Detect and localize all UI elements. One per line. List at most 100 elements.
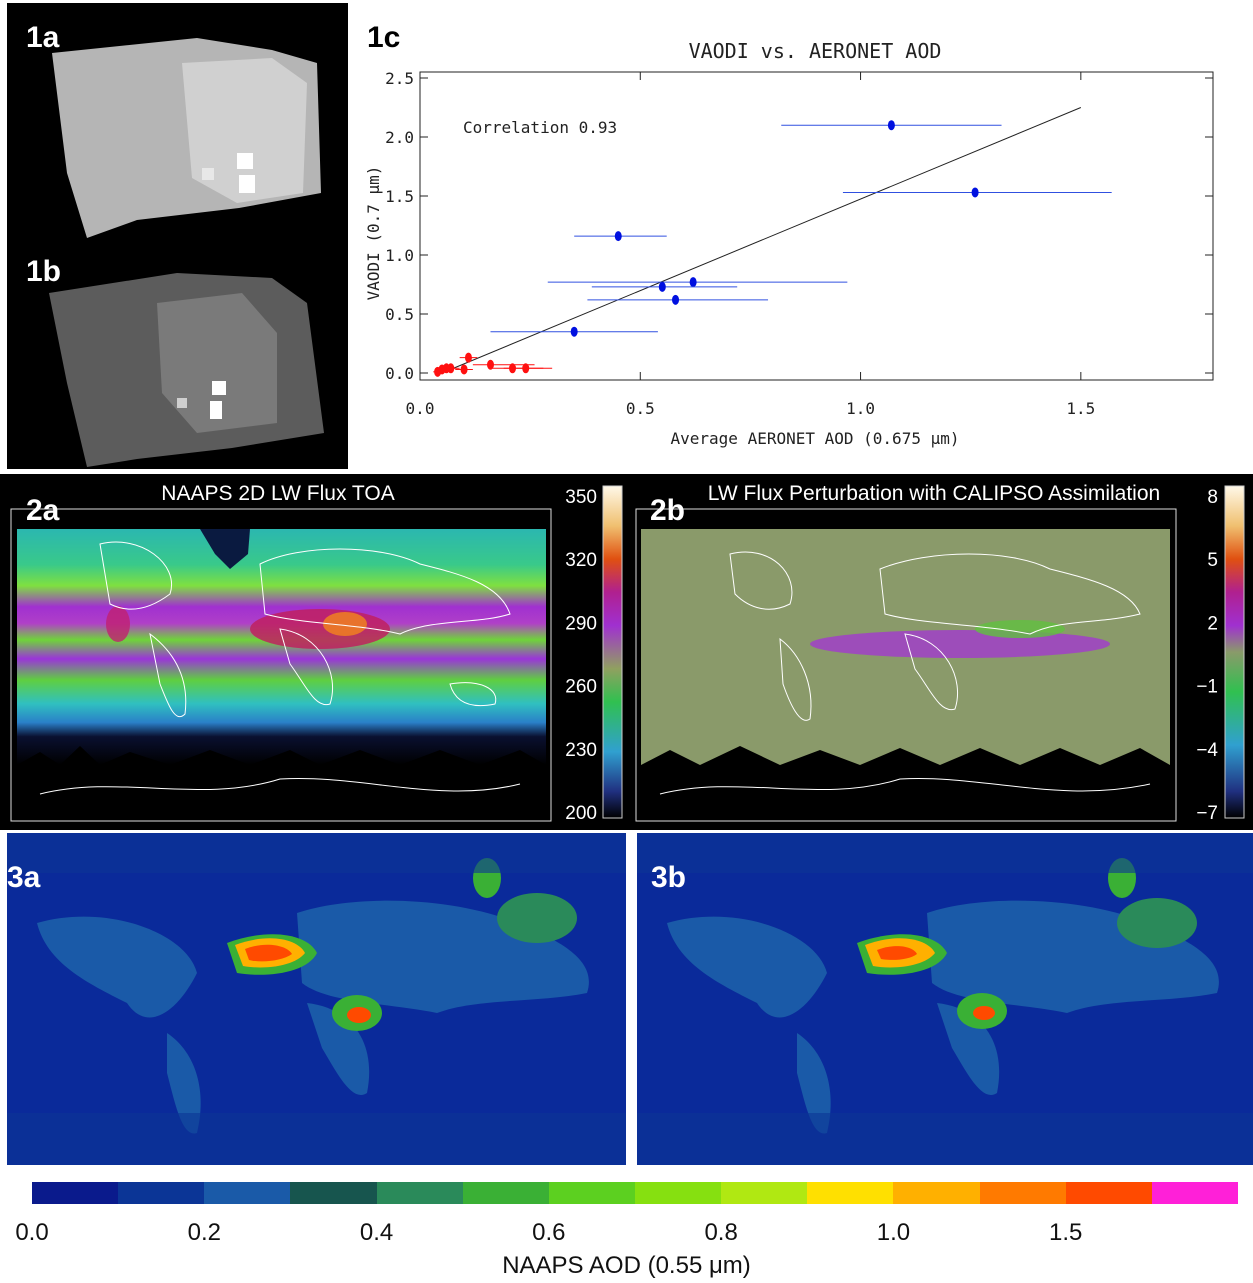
colorbar-tick-label: −7 xyxy=(1196,803,1218,824)
lw-flux-strip: NAAPS 2D LW Flux TOA 350 320 290 260 230 200 … xyxy=(0,474,1253,830)
aod-africa-3b xyxy=(973,1006,995,1020)
y-axis-label: VAODI (0.7 μm) xyxy=(364,166,383,301)
colorbar-segment xyxy=(118,1182,205,1204)
colorbar-segment xyxy=(1065,1182,1152,1204)
aod-map-3a-graphic xyxy=(7,833,626,1165)
data-point xyxy=(614,231,622,242)
x-tick-label: 0.5 xyxy=(626,399,655,418)
map-2a-sahara xyxy=(250,609,390,649)
coastline xyxy=(779,637,812,721)
chart-marks: 0.0 0.5 1.0 1.5 0.0 0.5 1.0 1.5 2.0 2.5 xyxy=(385,69,1213,418)
colorbar-segment xyxy=(807,1182,894,1204)
colorbar-tick-label: 320 xyxy=(565,550,597,571)
correlation-annotation: Correlation 0.93 xyxy=(463,118,617,137)
colorbar-tick-label: 8 xyxy=(1207,487,1218,508)
data-point xyxy=(672,294,680,305)
map-2a-mexico xyxy=(106,606,130,642)
map-title-2a: NAAPS 2D LW Flux TOA xyxy=(161,482,394,505)
data-point xyxy=(570,326,578,337)
data-point xyxy=(887,120,895,131)
colorbar-tick-label: 1.0 xyxy=(876,1219,911,1246)
antarctic-3a xyxy=(7,1113,626,1165)
land-3b xyxy=(667,916,827,1018)
x-tick-label: 0.0 xyxy=(406,399,435,418)
colorbar-tick-label: −1 xyxy=(1196,677,1218,698)
swath-1a-bright xyxy=(182,58,307,203)
data-point xyxy=(522,363,530,374)
coastline xyxy=(259,548,511,635)
land-3b xyxy=(797,1033,831,1134)
colorbar-tick-label: 350 xyxy=(565,487,597,508)
scatter-plot: VAODI vs. AERONET AOD Correlation 0.93 A… xyxy=(364,39,1214,448)
panel-label-1a: 1a xyxy=(26,21,60,54)
colorbar-segment xyxy=(721,1182,808,1204)
colorbar-tick-label: 1.5 xyxy=(1049,1219,1083,1246)
data-point xyxy=(971,187,979,198)
map-2a-hotspot xyxy=(323,612,367,636)
coastline xyxy=(149,632,187,717)
x-tick-label: 1.0 xyxy=(846,399,875,418)
land-3a xyxy=(167,1033,201,1134)
colorbar-tick-label: 0.0 xyxy=(15,1219,49,1246)
panel-label-1b: 1b xyxy=(26,255,62,288)
hotspot-1a xyxy=(202,168,214,180)
coastline xyxy=(449,682,497,707)
colorbar-tick-label: −4 xyxy=(1196,740,1218,761)
colorbar-tick-label: 2 xyxy=(1207,613,1218,634)
aod-map-3b-graphic xyxy=(637,833,1253,1165)
colorbar-segment xyxy=(462,1182,549,1204)
map-title-2b: LW Flux Perturbation with CALIPSO Assimi… xyxy=(708,482,1160,505)
coastline xyxy=(879,553,1141,635)
data-point xyxy=(689,277,697,288)
hotspot-1b xyxy=(212,381,226,395)
colorbar-tick-label: 5 xyxy=(1207,550,1218,571)
coastline xyxy=(729,551,793,610)
x-axis-label: Average AERONET AOD (0.675 μm) xyxy=(671,429,960,448)
colorbar-2a-ticks: 350 320 290 260 230 200 xyxy=(565,487,597,824)
data-point xyxy=(658,281,666,292)
map-2a-greenland xyxy=(200,529,250,569)
colorbar-tick-label: 290 xyxy=(565,613,597,634)
colorbar-segment xyxy=(979,1182,1066,1204)
map-2b-green xyxy=(975,620,1065,638)
map-frame-2b xyxy=(635,508,1177,822)
colorbar-tick-label: 0.8 xyxy=(704,1219,738,1246)
land-3a xyxy=(37,916,197,1018)
colorbar-2a xyxy=(602,485,623,819)
aod-asia-3b xyxy=(1117,898,1197,948)
data-point xyxy=(447,363,455,374)
aod-asia-3a xyxy=(497,893,577,943)
data-point xyxy=(460,364,468,375)
y-tick-label: 1.5 xyxy=(385,187,414,206)
coastline xyxy=(99,541,172,610)
aod-africa-3a xyxy=(347,1007,371,1023)
coastline xyxy=(904,633,959,711)
colorbar-tick-label: 0.6 xyxy=(532,1219,566,1246)
panel-label-2b: 2b xyxy=(650,494,686,527)
antarctic-3b xyxy=(637,1113,1253,1165)
lw-flux-maps: NAAPS 2D LW Flux TOA 350320290260230200 … xyxy=(10,482,1245,824)
aod-plume-3b xyxy=(877,946,917,960)
coastline xyxy=(659,777,1151,795)
fit-line xyxy=(441,107,1082,374)
colorbar-2b-ticks: 8 5 2 −1 −4 −7 xyxy=(1196,487,1218,824)
panel-label-3a: 3a xyxy=(7,861,41,894)
aod-colorbar xyxy=(32,1182,1238,1204)
panel-label-2a: 2a xyxy=(26,494,60,527)
map-2a-polar xyxy=(17,746,546,765)
y-tick-label: 2.5 xyxy=(385,69,414,88)
plot-frame xyxy=(419,71,1214,381)
colorbar-segment xyxy=(548,1182,635,1204)
aod-colorbar-label: NAAPS AOD (0.55 μm) xyxy=(502,1252,751,1279)
arctic-3a xyxy=(7,833,626,873)
map-frame-2a xyxy=(10,508,552,822)
colorbar-segment xyxy=(290,1182,377,1204)
colorbar-tick-label: 0.2 xyxy=(187,1219,221,1246)
map-2b-polar xyxy=(641,746,1170,765)
satellite-images xyxy=(49,38,324,467)
panel-label-1c: 1c xyxy=(367,21,401,54)
colorbar-tick-label: 0.4 xyxy=(359,1219,394,1246)
x-tick-label: 1.5 xyxy=(1066,399,1095,418)
hotspot-1a xyxy=(239,175,255,193)
colorbar-segment xyxy=(634,1182,722,1204)
